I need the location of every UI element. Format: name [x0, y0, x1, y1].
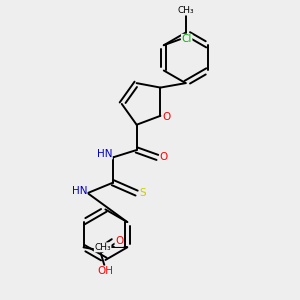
Text: CH₃: CH₃ — [177, 6, 194, 15]
Text: OH: OH — [98, 266, 114, 276]
Text: S: S — [140, 188, 146, 198]
Text: CH₃: CH₃ — [94, 243, 111, 252]
Text: HN: HN — [97, 149, 112, 159]
Text: Cl: Cl — [182, 34, 192, 44]
Text: O: O — [160, 152, 168, 162]
Text: O: O — [115, 236, 123, 246]
Text: HN: HN — [71, 186, 87, 196]
Text: O: O — [163, 112, 171, 122]
